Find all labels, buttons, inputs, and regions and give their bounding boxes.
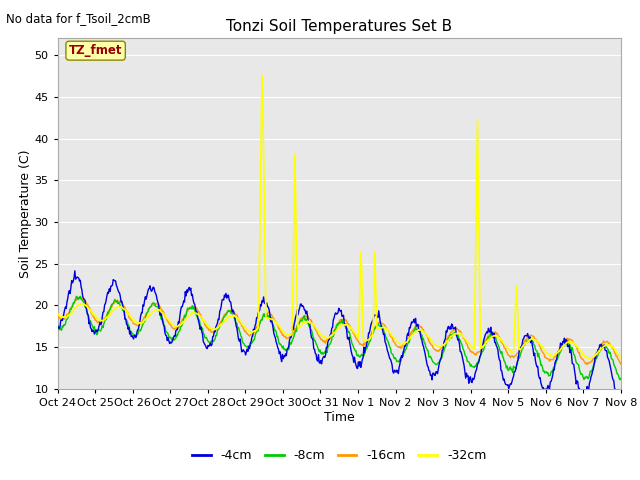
Text: No data for f_Tsoil_2cmB: No data for f_Tsoil_2cmB (6, 12, 151, 25)
Legend: -4cm, -8cm, -16cm, -32cm: -4cm, -8cm, -16cm, -32cm (187, 444, 492, 467)
Title: Tonzi Soil Temperatures Set B: Tonzi Soil Temperatures Set B (226, 20, 452, 35)
Text: TZ_fmet: TZ_fmet (69, 44, 122, 57)
X-axis label: Time: Time (324, 410, 355, 424)
Y-axis label: Soil Temperature (C): Soil Temperature (C) (19, 149, 31, 278)
